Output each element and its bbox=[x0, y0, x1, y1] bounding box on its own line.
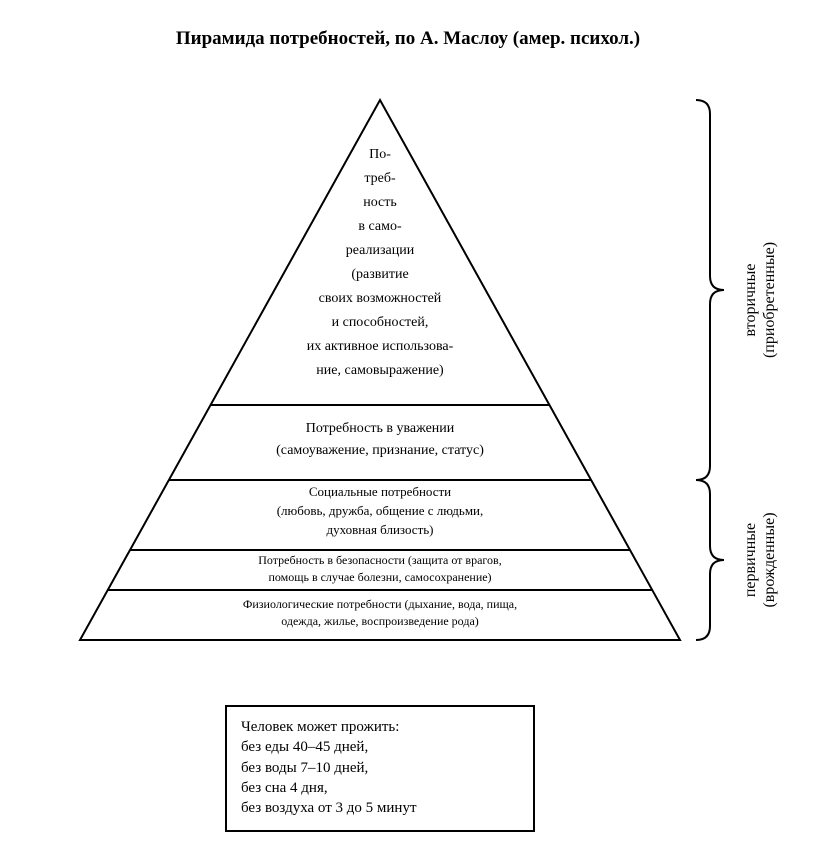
side-label-primary-line2: (врожденные) bbox=[761, 512, 778, 607]
pyramid-level-text-physiological: одежда, жилье, воспроизведение рода) bbox=[281, 614, 479, 628]
caption-line: Человек может прожить: bbox=[241, 717, 519, 737]
pyramid-level-text-esteem: (самоуважение, признание, статус) bbox=[276, 443, 484, 458]
side-label-primary: первичные (врожденные) bbox=[741, 512, 779, 607]
pyramid-level-text-self-actualization: и способностей, bbox=[332, 315, 429, 330]
pyramid-level-text-self-actualization: их активное использова- bbox=[307, 339, 454, 354]
pyramid-level-text-self-actualization: (развитие bbox=[351, 267, 408, 282]
page-root: Пирамида потребностей, по А. Маслоу (аме… bbox=[0, 0, 816, 854]
caption-box: Человек может прожить: без еды 40–45 дне… bbox=[225, 705, 535, 832]
pyramid-level-text-self-actualization: реализации bbox=[346, 243, 415, 258]
pyramid-level-text-esteem: Потребность в уважении bbox=[306, 421, 455, 436]
page-title: Пирамида потребностей, по А. Маслоу (аме… bbox=[0, 28, 816, 50]
pyramid-level-text-self-actualization: По- bbox=[369, 147, 391, 162]
side-label-secondary-line1: вторичные bbox=[742, 264, 759, 337]
brace-secondary bbox=[696, 100, 724, 480]
pyramid-level-text-safety: Потребность в безопасности (защита от вр… bbox=[258, 553, 501, 567]
side-label-secondary: вторичные (приобретенные) bbox=[741, 242, 779, 358]
pyramid-level-text-self-actualization: треб- bbox=[364, 171, 396, 186]
brace-primary bbox=[696, 480, 724, 640]
caption-line: без воды 7–10 дней, bbox=[241, 758, 519, 778]
caption-line: без сна 4 дня, bbox=[241, 778, 519, 798]
caption-line: без воздуха от 3 до 5 минут bbox=[241, 798, 519, 818]
pyramid-level-text-self-actualization: ность bbox=[363, 195, 397, 210]
caption-line: без еды 40–45 дней, bbox=[241, 737, 519, 757]
pyramid-level-text-social: духовная близость) bbox=[326, 522, 433, 537]
side-label-primary-line1: первичные bbox=[742, 523, 759, 597]
pyramid-level-text-safety: помощь в случае болезни, самосохранение) bbox=[268, 570, 491, 584]
pyramid-diagram: По-треб-ность в само-реализации (развитие с… bbox=[60, 80, 700, 660]
pyramid-level-text-self-actualization: в само- bbox=[358, 219, 402, 234]
side-label-secondary-line2: (приобретенные) bbox=[761, 242, 778, 358]
pyramid-level-text-social: (любовь, дружба, общение с людьми, bbox=[277, 503, 484, 518]
pyramid-level-text-self-actualization: своих возможностей bbox=[319, 291, 442, 306]
pyramid-level-text-social: Социальные потребности bbox=[309, 484, 451, 499]
pyramid-level-text-physiological: Физиологические потребности (дыхание, во… bbox=[243, 597, 517, 611]
pyramid-level-text-self-actualization: ние, самовыражение) bbox=[316, 363, 444, 378]
